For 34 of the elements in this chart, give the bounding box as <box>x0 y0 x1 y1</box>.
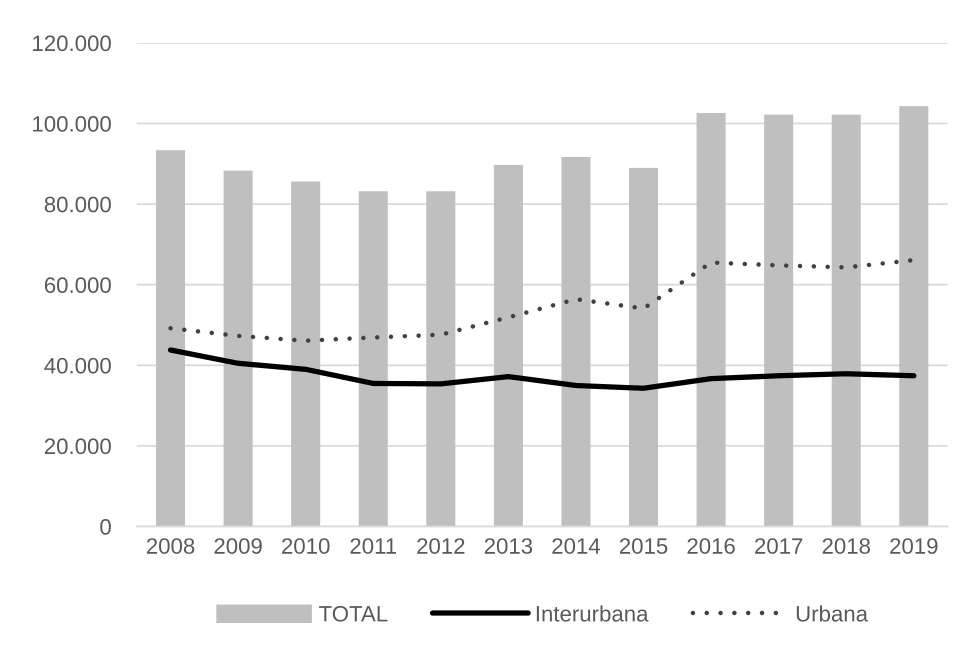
bar <box>899 106 928 526</box>
x-tick-label: 2016 <box>688 538 735 554</box>
bar <box>426 191 456 526</box>
bar <box>156 150 186 526</box>
legend-label: TOTAL <box>319 606 388 622</box>
x-tick-label: 2019 <box>890 538 938 554</box>
x-tick-label: 2008 <box>146 538 194 554</box>
bar <box>291 182 320 526</box>
y-tick-label: 80.000 <box>44 196 111 212</box>
x-tick-label: 2011 <box>350 538 396 554</box>
y-tick-label: 100.000 <box>33 116 111 132</box>
bar <box>696 113 726 526</box>
y-tick-label: 20.000 <box>44 438 111 454</box>
x-tick-label: 2010 <box>282 538 330 554</box>
legend-label: Urbana <box>796 605 868 622</box>
bar <box>358 191 388 526</box>
bar <box>764 114 794 526</box>
y-tick-label: 0 <box>100 519 111 535</box>
bar <box>832 114 861 526</box>
x-tick-label: 2018 <box>822 538 870 554</box>
bar <box>494 165 523 526</box>
x-tick-label: 2017 <box>755 538 802 554</box>
bar <box>561 156 590 526</box>
bar <box>224 170 253 526</box>
y-tick-label: 60.000 <box>44 277 111 293</box>
x-tick-label: 2009 <box>214 538 262 554</box>
x-tick-label: 2013 <box>484 538 532 554</box>
x-tick-label: 2015 <box>620 538 668 554</box>
x-tick-label: 2014 <box>552 538 600 554</box>
y-tick-label: 40.000 <box>44 358 111 374</box>
bar <box>628 168 658 526</box>
x-tick-label: 2012 <box>417 538 464 554</box>
y-tick-label: 120.000 <box>33 35 111 52</box>
legend-label: Interurbana <box>536 605 648 622</box>
